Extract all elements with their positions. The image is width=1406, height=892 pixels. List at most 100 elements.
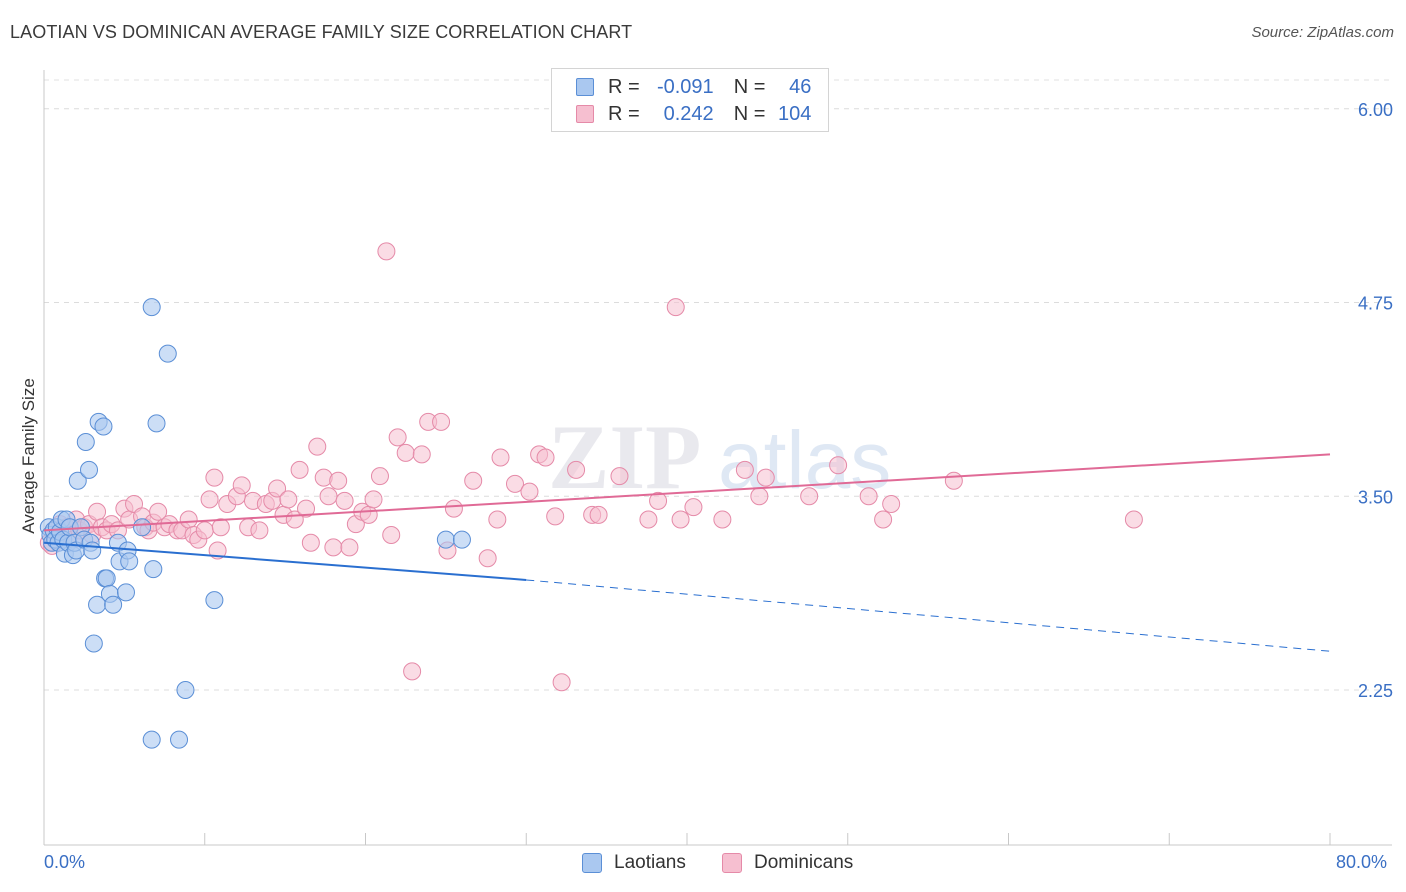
x-max-label: 80.0%	[1336, 852, 1388, 872]
laotian-point	[104, 595, 123, 614]
dominican-point	[195, 521, 214, 540]
dominican-point	[536, 448, 555, 467]
legend-r-value: -0.091	[656, 75, 714, 98]
dominicans-legend-swatch	[722, 853, 742, 873]
dominican-point	[149, 502, 168, 521]
dominican-point	[301, 533, 320, 552]
dominican-point	[671, 510, 690, 529]
laotian-point	[436, 530, 455, 549]
dominican-point	[211, 518, 230, 537]
laotians-legend-swatch	[582, 853, 602, 873]
laotians-trend-extension	[526, 579, 1331, 652]
x-min-label: 0.0%	[44, 852, 86, 872]
y-tick-label: 6.00	[1358, 100, 1393, 120]
dominican-point	[684, 498, 703, 517]
dominican-point	[713, 510, 732, 529]
dominican-point	[364, 490, 383, 509]
dominican-point	[944, 471, 963, 490]
dominican-point	[1124, 510, 1143, 529]
y-tick-label: 2.25	[1358, 681, 1393, 701]
dominican-point	[859, 487, 878, 506]
laotian-point	[170, 730, 189, 749]
y-tick-labels: 2.25 3.50 4.75 6.00	[1358, 100, 1393, 701]
dominican-point	[488, 510, 507, 529]
dominicans-trend-line	[43, 453, 1331, 532]
laotians-trend-line	[43, 541, 527, 581]
dominican-point	[750, 487, 769, 506]
laotian-point	[120, 552, 139, 571]
legend-r-label: R =	[608, 102, 640, 125]
legend-n-value: 46	[789, 75, 812, 98]
laotian-point	[176, 681, 195, 699]
laotian-point	[80, 460, 99, 479]
dominican-point	[567, 460, 586, 479]
dominican-point	[335, 491, 354, 510]
laotian-point	[452, 530, 471, 549]
dominican-point	[829, 456, 848, 475]
dominican-point	[319, 487, 338, 506]
dominican-point	[666, 298, 685, 317]
laotian-point	[142, 298, 161, 317]
trend-lines	[43, 453, 1331, 652]
dominican-point	[874, 510, 893, 529]
laotian-point	[205, 591, 224, 610]
laotian-point	[133, 518, 152, 537]
dominican-point	[403, 662, 422, 681]
legend-n-value: 104	[778, 102, 812, 125]
dominican-point	[412, 445, 431, 464]
y-tick-label: 3.50	[1358, 487, 1393, 507]
dominican-point	[444, 499, 463, 518]
legend-row-dominicans: R = 0.242 N = 104	[576, 102, 811, 126]
dominican-point	[546, 507, 565, 526]
laotians-swatch	[576, 78, 594, 96]
dominican-point	[324, 538, 343, 557]
dominican-point	[520, 482, 539, 501]
dominican-point	[370, 467, 389, 486]
laotian-point	[116, 583, 135, 602]
dominican-point	[478, 549, 497, 568]
dominican-point	[491, 448, 510, 467]
laotian-point	[84, 634, 103, 653]
dominican-point	[88, 502, 107, 521]
laotian-point	[158, 344, 177, 363]
legend-item-laotians[interactable]: Laotians	[582, 852, 686, 874]
legend-n-label: N =	[733, 102, 766, 125]
dominican-point	[205, 468, 224, 487]
dominican-point	[610, 467, 629, 486]
legend-n-label: N =	[733, 75, 766, 98]
dominican-point	[552, 673, 571, 692]
dominican-point	[735, 460, 754, 479]
legend-r-value: 0.242	[663, 102, 714, 125]
dominican-point	[388, 428, 407, 447]
dominican-point	[432, 412, 451, 431]
laotian-point	[83, 541, 102, 560]
y-axis-title: Average Family Size	[19, 378, 38, 534]
laotian-point	[68, 471, 87, 490]
laotian-point	[144, 560, 163, 579]
dominican-point	[179, 510, 198, 529]
dominican-point	[208, 541, 227, 560]
dominican-point	[279, 490, 298, 509]
laotian-point	[76, 433, 95, 451]
correlation-legend: R = -0.091 N = 46 R = 0.242 N = 104	[551, 68, 829, 132]
legend-row-laotians: R = -0.091 N = 46	[576, 75, 811, 99]
dominican-point	[232, 476, 251, 495]
dominican-point	[359, 505, 378, 524]
dominican-point	[505, 474, 524, 493]
series-legend: Laotians Dominicans	[0, 852, 1406, 878]
legend-item-dominicans[interactable]: Dominicans	[722, 852, 853, 874]
dominican-point	[800, 487, 819, 506]
dominican-point	[329, 471, 348, 490]
dominican-point	[639, 510, 658, 529]
grid-lines	[44, 79, 1392, 691]
dominican-point	[268, 479, 287, 498]
dominican-point	[200, 490, 219, 509]
dominicans-legend-label: Dominicans	[754, 852, 854, 873]
dominican-point	[290, 460, 309, 479]
dominican-point	[882, 495, 901, 513]
dominicans-points	[39, 242, 1143, 692]
dominican-point	[308, 437, 327, 456]
dominican-point	[297, 499, 316, 518]
dominican-point	[340, 538, 359, 557]
